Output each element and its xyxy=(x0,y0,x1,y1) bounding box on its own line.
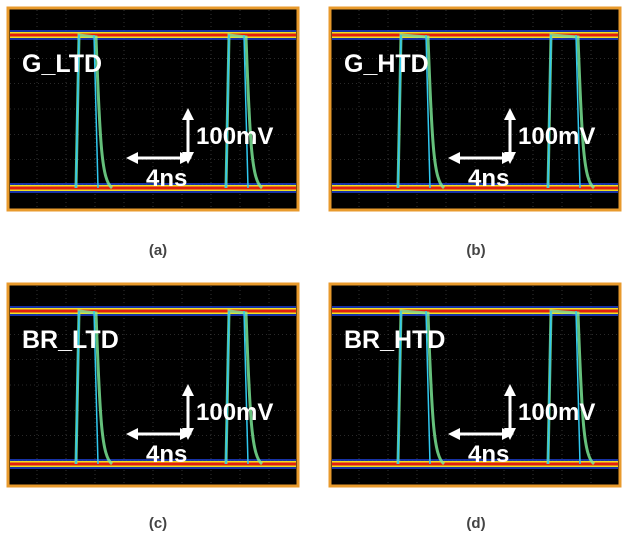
voltage-scale: 100mV xyxy=(518,399,595,426)
time-scale: 4ns xyxy=(146,165,187,192)
panel-caption: (a) xyxy=(149,242,167,259)
scope-panel: BR_LTD 100mV 4ns xyxy=(8,284,298,486)
time-scale: 4ns xyxy=(146,441,187,468)
time-scale: 4ns xyxy=(468,441,509,468)
voltage-scale: 100mV xyxy=(196,399,273,426)
top-rail xyxy=(10,34,296,37)
time-scale: 4ns xyxy=(468,165,509,192)
panel-caption: (d) xyxy=(466,515,485,532)
scope-panel: BR_HTD 100mV 4ns xyxy=(330,284,620,486)
scope-panel: G_HTD 100mV 4ns xyxy=(330,8,620,210)
panel-label: G_LTD xyxy=(22,50,102,78)
figure: G_LTD 100mV 4ns (a) G_HTD 100mV 4ns (b) BR_LTD 10… xyxy=(0,0,622,533)
scope-panel: G_LTD 100mV 4ns xyxy=(8,8,298,210)
panel-label: G_HTD xyxy=(344,50,429,78)
panel-caption: (c) xyxy=(149,515,167,532)
top-rail xyxy=(10,310,296,313)
voltage-scale: 100mV xyxy=(196,123,273,150)
panel-label: BR_HTD xyxy=(344,326,445,354)
panel-label: BR_LTD xyxy=(22,326,119,354)
voltage-scale: 100mV xyxy=(518,123,595,150)
panel-caption: (b) xyxy=(466,242,485,259)
